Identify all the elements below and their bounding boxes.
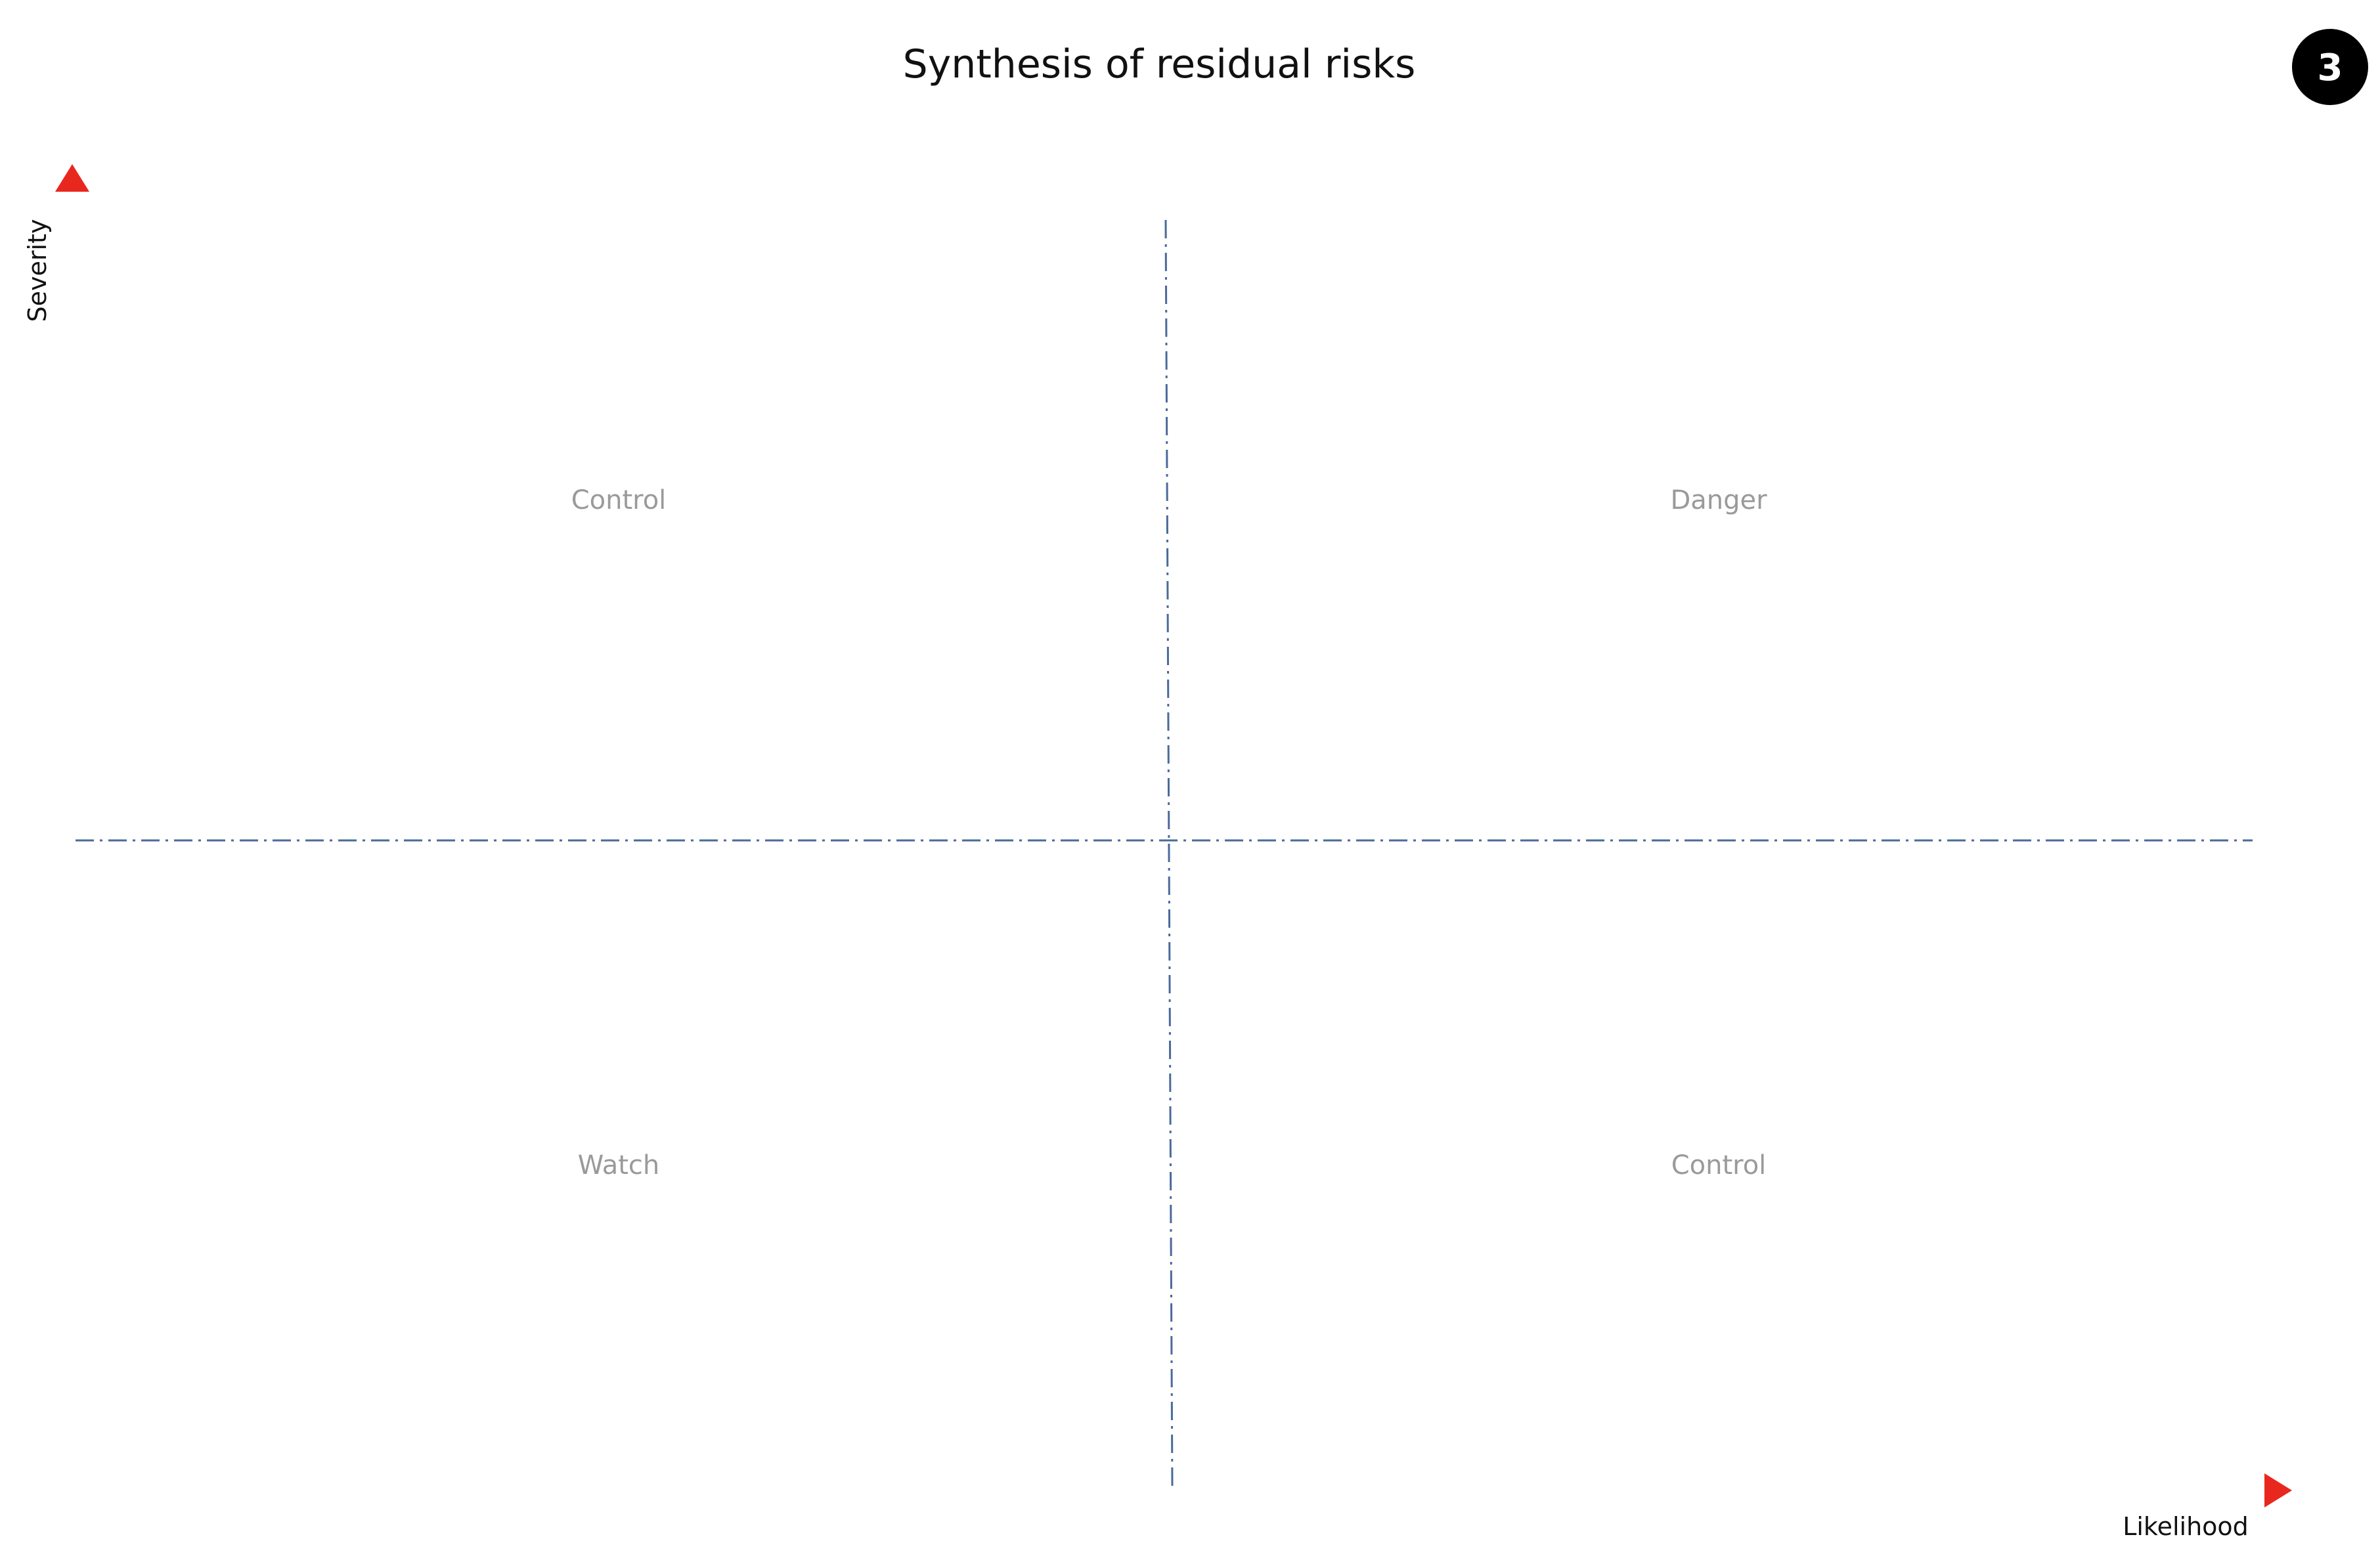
severity-axis xyxy=(55,164,89,1490)
y-axis-label: Severity xyxy=(23,219,52,322)
x-axis-label: Likelihood xyxy=(2123,1512,2249,1541)
severity-axis-arrowhead xyxy=(55,164,89,192)
quadrant-top-left-label: Control xyxy=(571,485,667,515)
likelihood-axis xyxy=(68,1473,2292,1507)
badge-circle xyxy=(2292,29,2368,105)
likelihood-axis-arrowhead xyxy=(2264,1473,2292,1507)
quadrant-top-right-label: Danger xyxy=(1670,485,1767,515)
quadrant-bottom-left-label: Watch xyxy=(578,1150,660,1181)
page-number-badge: 3 xyxy=(2292,29,2368,105)
quadrant-bottom-right-label: Control xyxy=(1671,1150,1767,1181)
badge-number: 3 xyxy=(2318,47,2343,89)
vertical-divider xyxy=(1164,219,1174,1488)
diagram-title: Synthesis of residual risks xyxy=(903,41,1416,87)
